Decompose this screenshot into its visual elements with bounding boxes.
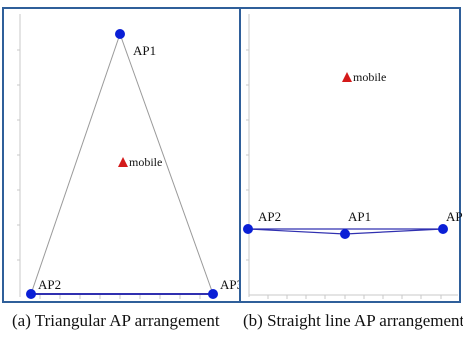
link-ap1-ap3 xyxy=(344,228,444,235)
link-ap1-ap2 xyxy=(30,33,121,295)
ap-label: AP1 xyxy=(133,43,156,58)
link-ap2-ap1 xyxy=(247,228,346,235)
ap-marker xyxy=(243,224,253,234)
caption-a: (a) Triangular AP arrangement xyxy=(12,311,220,330)
mobile-label: mobile xyxy=(353,70,386,84)
ap-marker xyxy=(208,289,218,299)
mobile-label: mobile xyxy=(129,155,162,169)
ap-marker xyxy=(340,229,350,239)
ap-label: AP3 xyxy=(446,209,463,224)
panel-a: AP1 AP2 AP3 mobile xyxy=(2,7,243,303)
ap-label: AP1 xyxy=(348,209,371,224)
link-ap1-ap3 xyxy=(119,33,214,295)
panel-a-y-ticks xyxy=(17,49,20,261)
ap-marker xyxy=(438,224,448,234)
panel-a-x-ticks xyxy=(39,295,201,299)
mobile-marker xyxy=(342,72,352,82)
ap-label: AP2 xyxy=(258,209,281,224)
mobile-marker xyxy=(118,157,128,167)
panel-b-frame xyxy=(239,7,461,303)
panel-a-frame xyxy=(2,7,241,303)
ap-label: AP3 xyxy=(220,277,243,292)
ap-marker xyxy=(115,29,125,39)
ap-marker xyxy=(26,289,36,299)
caption-b: (b) Straight line AP arrangement xyxy=(243,311,463,330)
ap-label: AP2 xyxy=(38,277,61,292)
panel-b-x-ticks xyxy=(267,295,442,299)
panel-b: AP2 AP1 AP3 mobile xyxy=(239,7,463,303)
